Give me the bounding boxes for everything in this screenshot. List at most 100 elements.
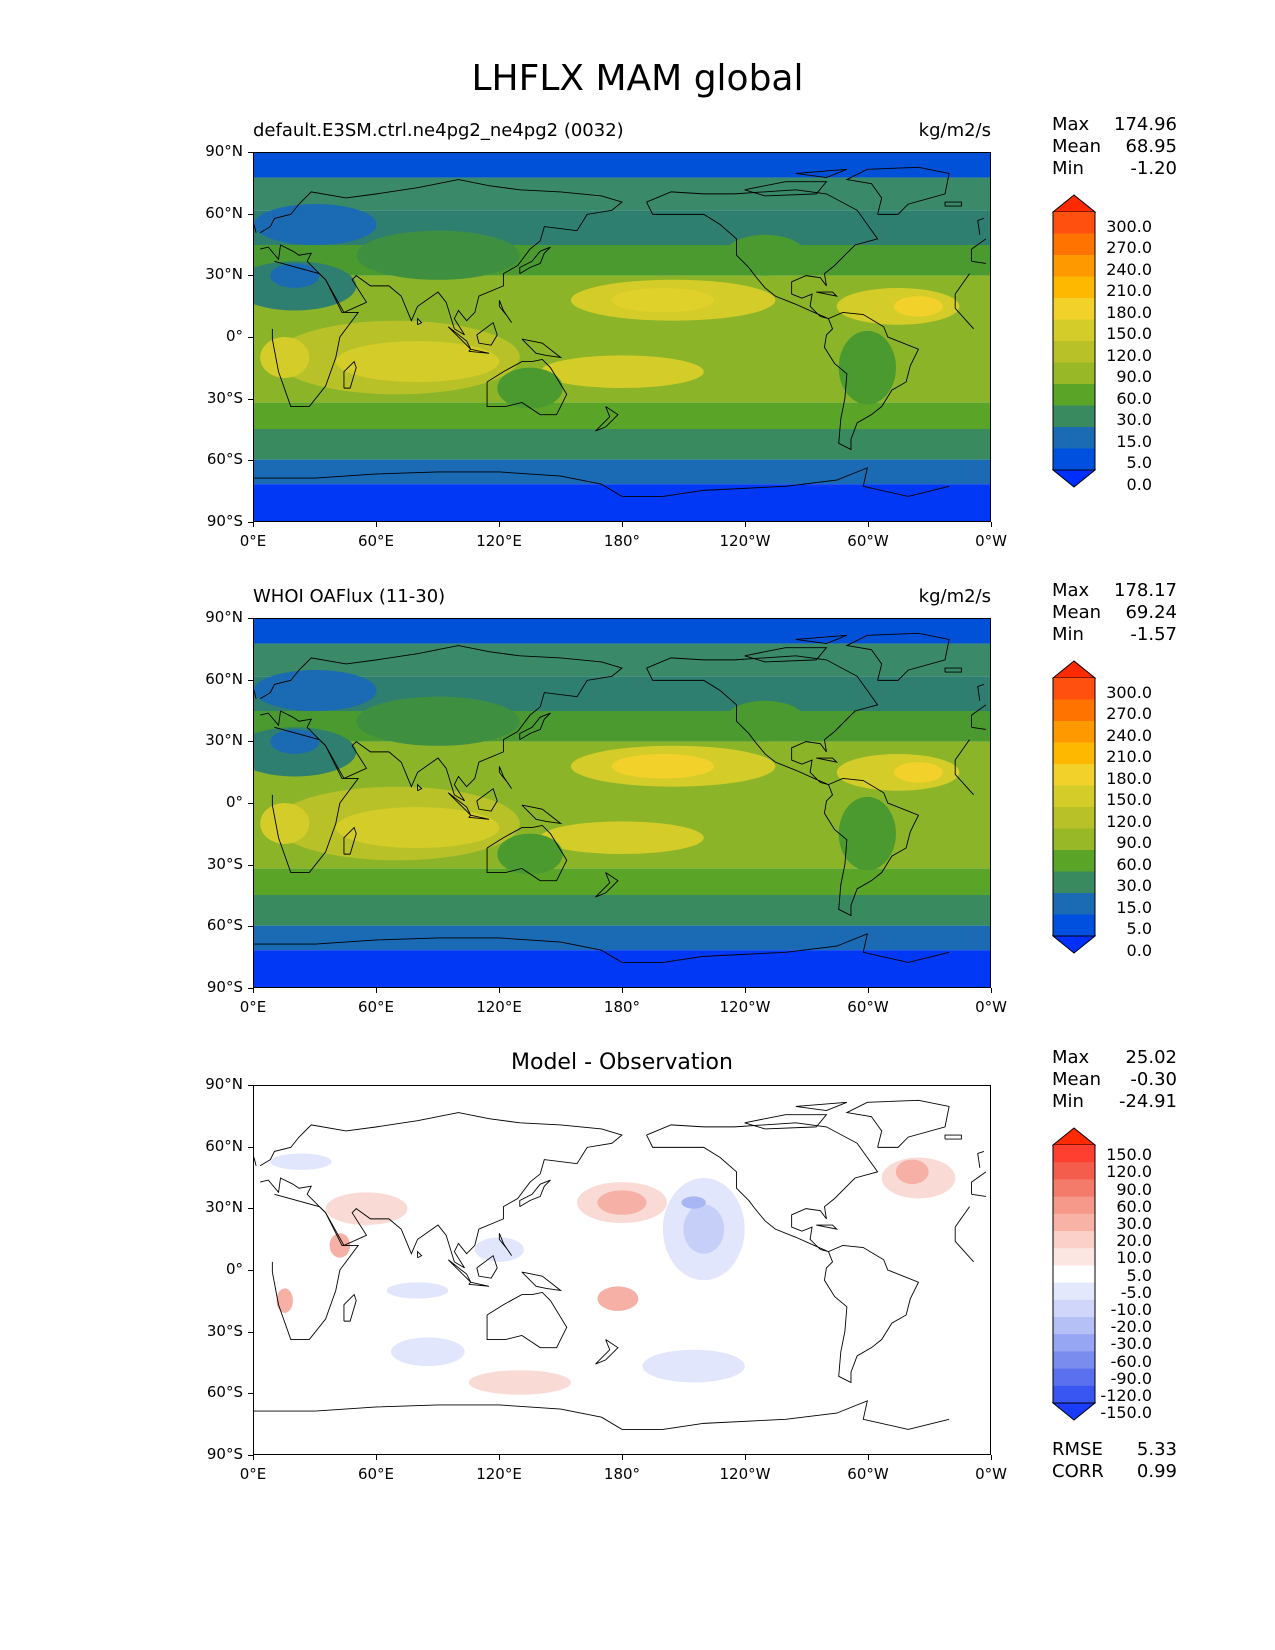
- y-tick-mark: [248, 618, 253, 619]
- colorbar-tick-label: 0.0: [1126, 940, 1152, 960]
- coastline: [823, 777, 920, 917]
- coastline: [845, 1099, 950, 1148]
- coastline: [795, 1101, 848, 1112]
- colorbar-tick-label: 270.0: [1106, 238, 1152, 257]
- colorbar-segment: [1053, 1317, 1095, 1335]
- y-tick-mark: [248, 864, 253, 866]
- coastline: [476, 787, 498, 812]
- coastline: [944, 667, 962, 673]
- coastline: [254, 1157, 257, 1166]
- stat-min: Min -24.91: [1052, 1091, 1177, 1113]
- y-tick-label: 60°S: [206, 916, 243, 935]
- y-tick-mark: [248, 1455, 253, 1456]
- diff-blob-neg-cpac-max: [681, 1196, 706, 1209]
- colorbar-tick-label: -20.0: [1110, 1317, 1152, 1337]
- colorbar-tick-label: 0.0: [1126, 474, 1152, 494]
- colorbar-extend-max: [1052, 660, 1096, 679]
- y-tick-label: 90°S: [206, 512, 243, 530]
- coastline: [954, 294, 974, 330]
- coastline: [343, 360, 357, 389]
- x-tick-mark: [622, 988, 623, 993]
- coastline: [816, 1224, 839, 1230]
- coastline: [954, 1206, 970, 1228]
- colorbar-segment: [1053, 1162, 1095, 1180]
- colorbar-tick-label: 60.0: [1116, 854, 1152, 874]
- coastline: [447, 326, 472, 350]
- panel-units: kg/m2/s: [918, 120, 991, 141]
- coastline: [795, 168, 848, 179]
- colorbar-extend-max: [1052, 1127, 1096, 1146]
- colorbar-segment: [1053, 914, 1095, 937]
- y-tick-mark: [248, 337, 253, 338]
- colorbar-segment: [1053, 1196, 1095, 1215]
- coastline: [254, 933, 950, 963]
- colorbar-tick-label: 10.0: [1116, 1248, 1152, 1268]
- y-tick-mark: [248, 1393, 253, 1395]
- y-tick-label: 30°N: [205, 731, 243, 750]
- coastline: [845, 166, 950, 215]
- field-band-subtrop-s: [254, 402, 990, 429]
- coastline: [971, 704, 987, 728]
- colorbar-segment: [1053, 276, 1095, 299]
- x-tick-label: 120°W: [719, 1465, 771, 1483]
- field-blob-australia: [497, 367, 563, 409]
- coastline: [971, 1171, 987, 1195]
- stat-label: Max: [1052, 580, 1090, 601]
- colorbar-tick-label: -60.0: [1110, 1351, 1152, 1371]
- y-tick-mark: [248, 1085, 253, 1086]
- colorbar-segment: [1053, 298, 1095, 320]
- colorbar-tick-label: 5.0: [1126, 1265, 1152, 1285]
- coastline: [254, 1400, 950, 1430]
- map-diff: [253, 1085, 991, 1455]
- y-tick-mark: [248, 1270, 253, 1271]
- diff-blob-pos-southern: [468, 1370, 571, 1395]
- coastline: [519, 246, 551, 275]
- map-obs: [253, 618, 991, 988]
- stat-value: -1.57: [1130, 624, 1177, 645]
- colorbar-extend-min: [1052, 935, 1096, 954]
- coastline: [521, 1271, 563, 1292]
- diff-blob-neg-eq-indian: [386, 1282, 449, 1299]
- coastline: [971, 238, 987, 262]
- coastline: [816, 291, 839, 297]
- stat-value: 0.99: [1136, 1461, 1177, 1482]
- colorbar-container: [1052, 194, 1096, 488]
- colorbar-segment: [1053, 427, 1095, 449]
- diff-blob-neg-indian: [391, 1337, 465, 1367]
- colorbar-tick-label: 5.0: [1126, 919, 1152, 938]
- stat-label: Mean: [1052, 136, 1102, 157]
- coastline: [977, 218, 985, 235]
- y-tick-mark: [248, 275, 253, 277]
- coastline: [971, 726, 986, 730]
- colorbar-segment: [1053, 1231, 1095, 1249]
- colorbar-segment: [1053, 764, 1095, 786]
- coastline: [646, 1122, 879, 1253]
- coastline: [254, 467, 950, 497]
- stat-label: Min: [1052, 624, 1084, 645]
- colorbar-tick-label: 20.0: [1116, 1231, 1152, 1251]
- panel-title: Model - Observation: [511, 1050, 733, 1075]
- colorbar-tick-label: -120.0: [1100, 1386, 1152, 1405]
- field-band-southern-ocean: [254, 429, 990, 460]
- field-background: [254, 1086, 990, 1454]
- stat-max: Max 178.17: [1052, 580, 1177, 602]
- x-tick-mark: [253, 988, 254, 993]
- field-blob-north-pacific-core: [611, 753, 715, 779]
- field-blob-north-atlantic-core: [893, 762, 944, 783]
- colorbar-outline: [1052, 1145, 1096, 1403]
- x-tick-label: 0°E: [239, 532, 267, 550]
- y-tick-label: 90°N: [205, 1075, 243, 1093]
- x-tick-mark: [376, 1455, 377, 1460]
- diff-blob-neg-scs: [474, 1237, 524, 1262]
- coastline: [486, 824, 568, 882]
- x-tick-label: 120°E: [476, 998, 522, 1016]
- diff-blob-pos-arabia: [325, 1192, 408, 1225]
- stat-value: 5.33: [1136, 1439, 1177, 1460]
- diff-blob-pos-npac-core: [597, 1190, 647, 1215]
- coastline: [971, 1193, 986, 1197]
- colorbar-segment: [1053, 1145, 1095, 1163]
- map-canvas: [254, 153, 990, 521]
- y-tick-label: 60°N: [205, 1136, 243, 1155]
- field-blob-asia: [356, 230, 520, 280]
- x-tick-label: 60°E: [357, 532, 395, 550]
